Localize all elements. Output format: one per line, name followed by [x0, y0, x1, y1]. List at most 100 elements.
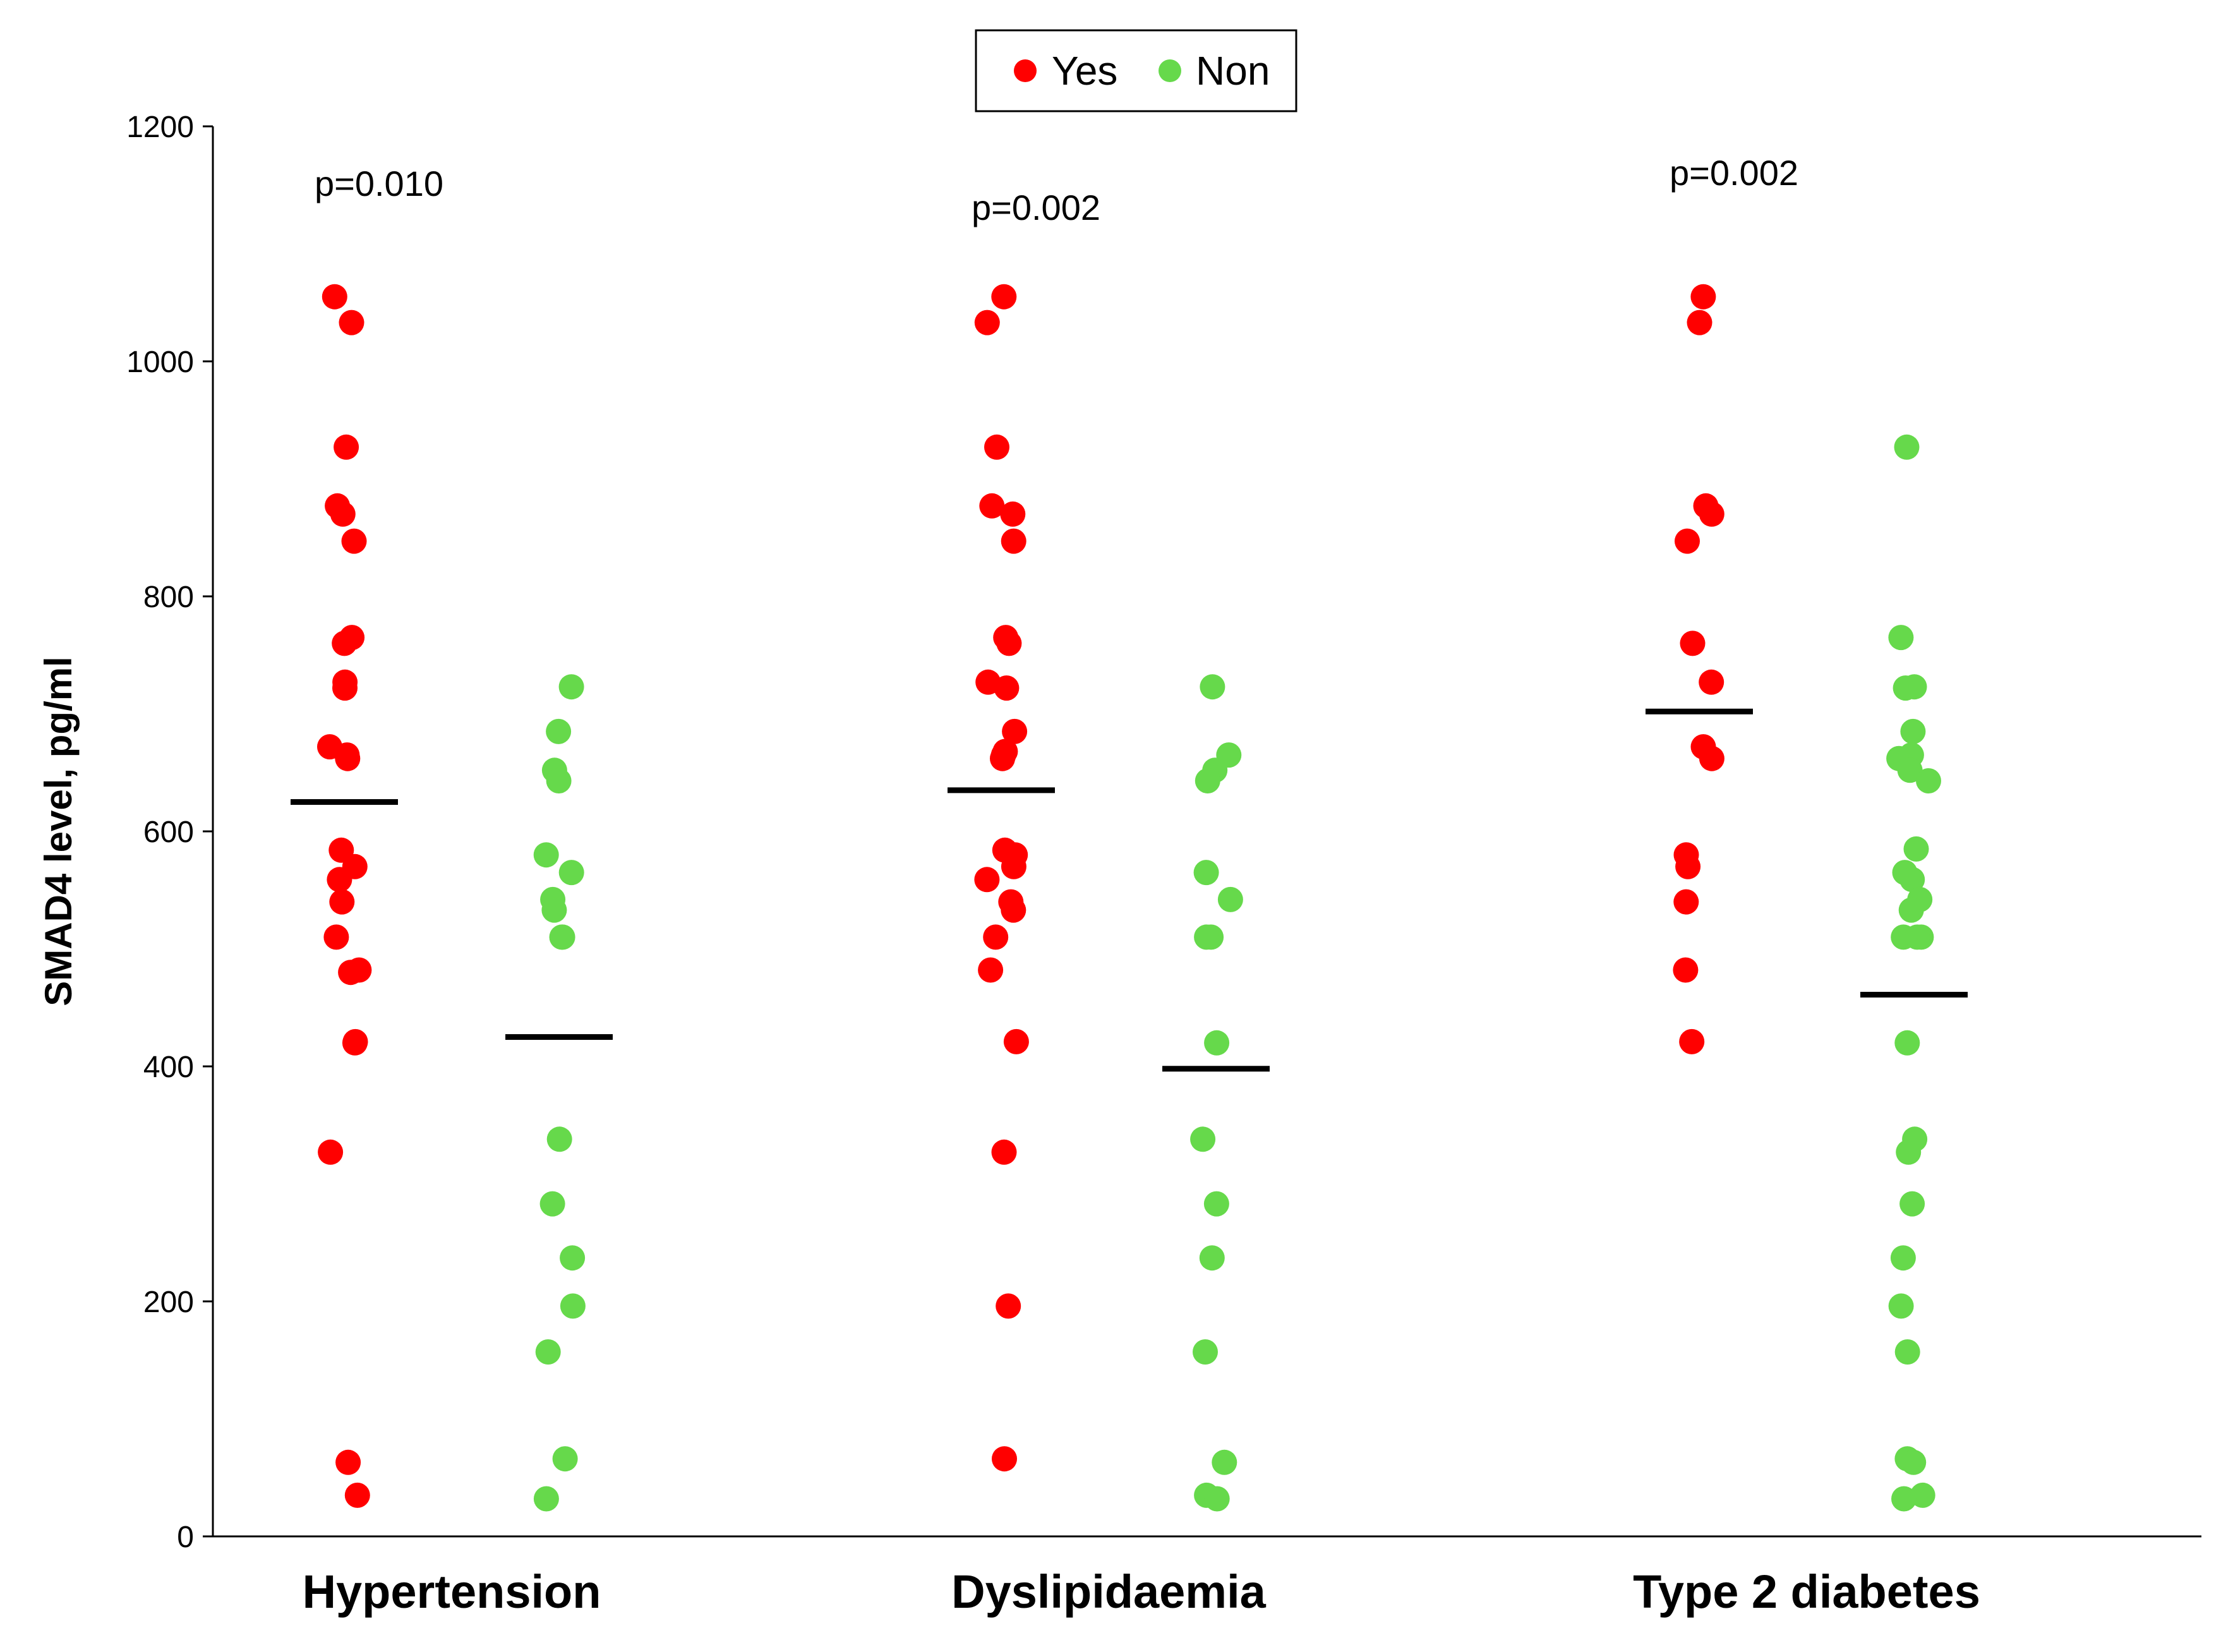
- legend-label-yes: Yes: [1052, 48, 1117, 93]
- data-point-non: [558, 674, 584, 700]
- group-type-2-diabetes: p=0.002 Type 2 diabetes: [1633, 153, 1980, 1618]
- p-value-label: p=0.002: [972, 188, 1100, 227]
- data-point-yes: [1699, 745, 1724, 771]
- y-tick-label: 0: [177, 1521, 194, 1554]
- data-point-non: [1905, 924, 1930, 950]
- data-point-non: [533, 1486, 559, 1512]
- data-point-non: [1888, 1293, 1914, 1319]
- data-point-non: [1888, 625, 1914, 651]
- group-hypertension: p=0.010 Hypertension: [291, 164, 613, 1618]
- category-label: Hypertension: [303, 1565, 601, 1618]
- legend: Yes Non: [975, 29, 1297, 112]
- data-point-non: [539, 1191, 565, 1217]
- y-tick-label: 600: [143, 816, 194, 849]
- data-point-yes: [1673, 889, 1699, 915]
- data-point-non: [1203, 1191, 1229, 1217]
- y-tick-label: 1200: [126, 111, 194, 144]
- data-point-yes: [338, 960, 364, 986]
- data-point-yes: [1680, 630, 1706, 656]
- data-point-non: [1899, 867, 1925, 893]
- data-point-yes: [1000, 501, 1026, 527]
- data-point-non: [1190, 1126, 1216, 1152]
- data-point-non: [560, 1293, 586, 1319]
- data-point-yes: [1687, 310, 1712, 335]
- data-point-yes: [1001, 528, 1026, 554]
- data-point-yes: [974, 310, 1000, 335]
- data-point-yes: [318, 1139, 344, 1165]
- data-point-yes: [1699, 669, 1724, 695]
- data-point-non: [1896, 1139, 1922, 1165]
- data-point-yes: [335, 1449, 361, 1475]
- y-tick-label: 1000: [126, 346, 194, 379]
- data-point-non: [1199, 1245, 1225, 1271]
- data-point-yes: [1003, 1028, 1029, 1054]
- legend-label-non: Non: [1196, 48, 1270, 93]
- data-point-yes: [1690, 284, 1716, 310]
- data-point-yes: [323, 924, 349, 950]
- data-point-non: [1898, 897, 1924, 923]
- data-point-non: [1894, 434, 1920, 460]
- data-point-non: [546, 768, 572, 793]
- p-value-label: p=0.010: [315, 164, 443, 203]
- data-point-yes: [1679, 1028, 1705, 1054]
- data-point-non: [1894, 1030, 1920, 1056]
- data-point-yes: [1673, 957, 1699, 983]
- data-point-yes: [992, 1446, 1017, 1472]
- data-point-non: [1897, 757, 1923, 783]
- data-point-yes: [325, 493, 351, 519]
- data-point-yes: [334, 434, 359, 460]
- y-axis-title: SMAD4 level, pg/ml: [37, 656, 80, 1006]
- data-point-non: [552, 1446, 578, 1472]
- data-point-yes: [991, 1139, 1017, 1165]
- data-point-yes: [341, 528, 367, 554]
- data-point-non: [560, 1245, 586, 1271]
- data-point-non: [1193, 860, 1219, 886]
- data-point-yes: [1001, 853, 1026, 879]
- y-tick-label: 400: [143, 1051, 194, 1084]
- data-point-non: [1890, 1245, 1916, 1271]
- data-point-yes: [344, 1482, 370, 1508]
- data-point-non: [1217, 886, 1243, 912]
- data-point-non: [1916, 768, 1941, 793]
- data-point-yes: [322, 284, 347, 310]
- data-point-non: [1894, 1339, 1920, 1365]
- category-label: Dyslipidaemia: [951, 1565, 1267, 1618]
- data-point-yes: [1693, 493, 1719, 519]
- data-point-yes: [1001, 897, 1026, 923]
- data-point-non: [1193, 1339, 1218, 1365]
- data-point-non: [546, 718, 572, 744]
- data-point-yes: [974, 867, 1000, 893]
- data-point-non: [1891, 1486, 1917, 1512]
- y-tick-label: 200: [143, 1286, 194, 1319]
- data-point-yes: [1675, 853, 1701, 879]
- data-point-yes: [992, 739, 1018, 764]
- data-point-non: [546, 1126, 572, 1152]
- data-point-yes: [327, 867, 352, 893]
- category-label: Type 2 diabetes: [1633, 1565, 1980, 1618]
- data-point-non: [1910, 1482, 1935, 1508]
- data-point-yes: [991, 284, 1017, 310]
- data-point-yes: [329, 889, 355, 915]
- data-point-yes: [332, 630, 358, 656]
- data-point-non: [558, 860, 584, 886]
- data-point-non: [1195, 768, 1220, 793]
- data-point-non: [1194, 924, 1220, 950]
- data-point-non: [1901, 1449, 1927, 1475]
- data-point-yes: [983, 924, 1009, 950]
- data-point-yes: [984, 434, 1009, 460]
- data-point-non: [1893, 675, 1918, 701]
- data-point-non: [1903, 836, 1929, 862]
- data-point-yes: [1675, 528, 1700, 554]
- group-dyslipidaemia: p=0.002 Dyslipidaemia: [948, 188, 1270, 1618]
- data-point-yes: [978, 957, 1004, 983]
- data-point-non: [1899, 1191, 1925, 1217]
- data-point-yes: [979, 493, 1005, 519]
- data-point-non: [535, 1339, 561, 1365]
- data-point-yes: [335, 745, 361, 771]
- data-point-yes: [1002, 718, 1028, 744]
- data-point-non: [1212, 1449, 1237, 1475]
- legend-marker-yes: [1014, 59, 1037, 82]
- axes: 0 200 400 600 800 1000 1200: [126, 111, 2201, 1554]
- data-point-non: [533, 842, 559, 868]
